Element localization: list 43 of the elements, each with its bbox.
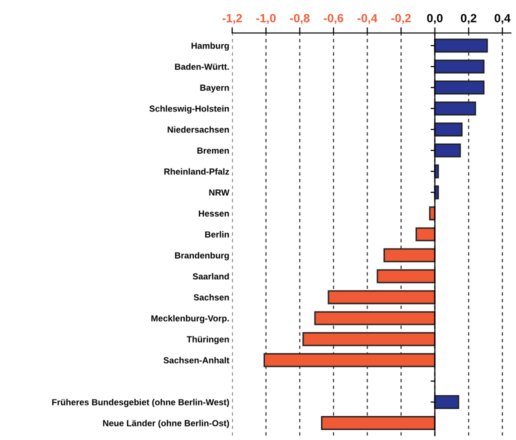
bar [314,311,436,326]
y-tick-label: Hessen [198,210,229,217]
bar [434,60,485,74]
y-tick-label: Schleswig-Holstein [149,105,229,114]
bar [434,102,476,116]
y-tick-label: Neue Länder (ohne Berlin-Ost) [103,420,229,428]
x-tick-label: -0,4 [358,14,378,24]
x-tick-label: -0,6 [324,14,344,24]
y-tick-label: Niedersachsen [168,126,229,133]
x-tick-label: -1,0 [256,14,276,24]
y-tick-label: Bayern [200,84,229,93]
x-tick-label: 0,0 [427,14,443,24]
y-tick-label: Thüringen [186,336,229,344]
bar [416,227,436,242]
bar [429,206,436,220]
bar [434,38,488,53]
y-tick-label: Sachsen [194,294,229,300]
y-tick-label: Rheinland-Pfalz [164,168,230,175]
x-tick-label: -1,2 [222,14,242,24]
y-tick-label: Brandenburg [175,252,229,260]
x-tick-label: -0,2 [391,14,411,24]
y-tick-label: NRW [209,190,230,196]
y-tick-label: Saarland [192,273,229,280]
bar [264,353,436,368]
bar [434,122,463,136]
bar [434,80,485,95]
y-tick-label: Hamburg [192,42,229,51]
bar [434,395,460,410]
y-tick-label: Bremen [197,148,229,154]
x-tick-label: 0,4 [494,14,511,24]
bar [302,332,436,346]
bar [328,290,436,304]
bar [376,269,436,284]
y-tick-label: Früheres Bundesgebiet (ohne Berlin-West) [52,398,229,408]
x-tick-label: -0,8 [290,14,310,24]
y-tick-label: Baden-Württ. [175,63,229,70]
bar [321,416,436,430]
x-tick-label: 0,2 [460,14,476,24]
y-tick-label: Sachsen-Anhalt [164,356,230,364]
bar [383,248,436,262]
bar [434,143,461,158]
y-tick-label: Mecklenburg-Vorp. [151,315,229,324]
y-tick-label: Berlin [205,231,229,238]
